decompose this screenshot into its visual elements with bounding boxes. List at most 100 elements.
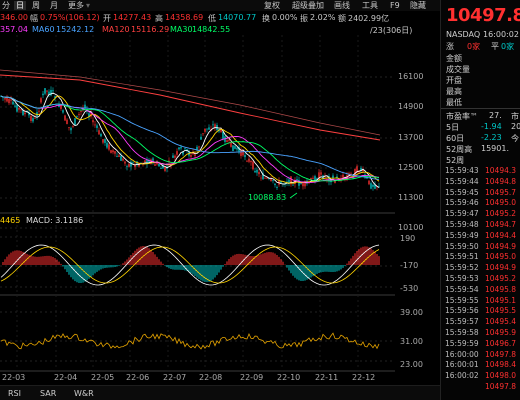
x-tick-7: 22-10 [277, 373, 301, 382]
candle-body [360, 168, 362, 171]
candle-body [180, 146, 182, 149]
candle-body [342, 174, 344, 178]
tick-price: 10494.9 [485, 241, 517, 251]
tick-price: 10497.8 [485, 382, 517, 391]
more-dropdown-icon[interactable]: ▾ [86, 1, 91, 10]
tick-price: 10495.2 [485, 209, 517, 219]
candle-body [122, 158, 124, 161]
macd-label: MACD: 3.1186 [26, 216, 84, 225]
x-tick-4: 22-07 [163, 373, 187, 382]
macd-dea-line [0, 246, 380, 284]
candle-body [172, 155, 174, 158]
candle-body [134, 164, 136, 168]
tick-time: 15:59:45 [445, 187, 479, 197]
candle-body [370, 183, 372, 189]
tab-month[interactable]: 月 [50, 1, 58, 10]
candle-body [244, 155, 246, 158]
candle-body [94, 124, 96, 126]
tab-week[interactable]: 周 [32, 1, 40, 10]
candle-body [112, 150, 114, 153]
candle-body [24, 112, 26, 115]
adjust-button[interactable]: 复权 [264, 1, 280, 10]
w52-high-label: 52周高 [446, 145, 473, 154]
d5-label: 5日 [446, 123, 460, 132]
candle-body [50, 90, 52, 96]
low-label: 低 [208, 14, 216, 23]
candle-body [208, 127, 210, 130]
tick-time: 16:00:01 [445, 360, 479, 370]
low-marker-label: 10088.83 [248, 193, 287, 202]
tick-price: 10495.0 [485, 198, 517, 208]
amount-field: 金额 [446, 54, 462, 63]
ma-legend-row: 357.04 MA60 15242.12 MA120 15116.29 MA30… [0, 24, 440, 35]
candle-body [374, 184, 376, 189]
limit-down-label: 平 [491, 42, 499, 51]
candle-body [368, 180, 370, 185]
y-tick-main-4: 11300 [398, 193, 424, 202]
candle-body [276, 187, 278, 188]
candle-body [64, 115, 66, 121]
candle-body [314, 176, 316, 182]
candle-body [32, 118, 34, 122]
d60-value: -2.23 [481, 133, 502, 142]
d60-extra: 今 [511, 134, 519, 143]
hide-button[interactable]: 隐藏 [410, 1, 426, 10]
tab-more[interactable]: 更多 [68, 1, 84, 10]
candle-body [306, 180, 308, 183]
candle-body [242, 149, 244, 156]
candle-body [16, 105, 18, 112]
candle-body [48, 91, 50, 95]
tick-time: 15:59:58 [445, 328, 479, 337]
tools-button[interactable]: 工具 [362, 1, 378, 10]
candle-body [10, 99, 12, 101]
candle-body [12, 101, 14, 105]
range-indicator: /23(306日) [370, 26, 413, 35]
y-tick-main-0: 16100 [398, 72, 424, 81]
rsi-line [0, 332, 380, 350]
candle-body [98, 130, 100, 135]
candle-body [248, 158, 250, 162]
candle-body [252, 161, 254, 170]
y-tick-macd-1: -170 [400, 261, 419, 270]
candle-body [274, 183, 276, 186]
candle-body [110, 150, 112, 153]
candle-body [28, 112, 30, 116]
candle-body [270, 179, 272, 182]
candle-body [152, 158, 154, 161]
turnover-value: 0.00% [272, 13, 298, 22]
candle-body [214, 124, 216, 128]
tab-sar[interactable]: SAR [40, 389, 57, 398]
candle-body [22, 109, 24, 116]
candle-body [162, 164, 164, 169]
tick-time: 15:59:54 [445, 284, 479, 294]
candle-body [34, 117, 36, 119]
amplitude-label: 振 [300, 14, 308, 23]
ma60-label: MA60 [32, 25, 55, 34]
candle-body [240, 150, 242, 156]
candle-body [200, 136, 202, 140]
tick-time: 15:59:52 [445, 263, 479, 273]
candle-body [212, 124, 214, 126]
candle-body [4, 98, 6, 100]
w52-low-label: 52周 [446, 156, 465, 165]
tick-time: 15:59:47 [445, 209, 479, 219]
ma20-line [0, 95, 380, 183]
tab-wr[interactable]: W&R [74, 389, 94, 398]
candle-body [128, 163, 130, 167]
overlay-button[interactable]: 超级叠加 [292, 1, 324, 10]
tab-rsi[interactable]: RSI [8, 389, 21, 398]
x-tick-6: 22-09 [240, 373, 264, 382]
tick-time: 15:59:53 [445, 274, 479, 283]
candle-body [14, 105, 16, 107]
draw-line-button[interactable]: 画线 [334, 1, 350, 10]
tick-time: 15:59:49 [445, 230, 479, 240]
f9-button[interactable]: F9 [390, 1, 400, 10]
chart-area[interactable] [0, 35, 440, 385]
candle-body [58, 104, 60, 107]
tab-minute[interactable]: 分 [2, 1, 10, 10]
candle-body [232, 145, 234, 151]
tick-price: 10494.8 [485, 176, 517, 186]
candle-body [204, 128, 206, 132]
tab-day[interactable]: 日 [14, 1, 26, 10]
candle-body [148, 159, 150, 164]
